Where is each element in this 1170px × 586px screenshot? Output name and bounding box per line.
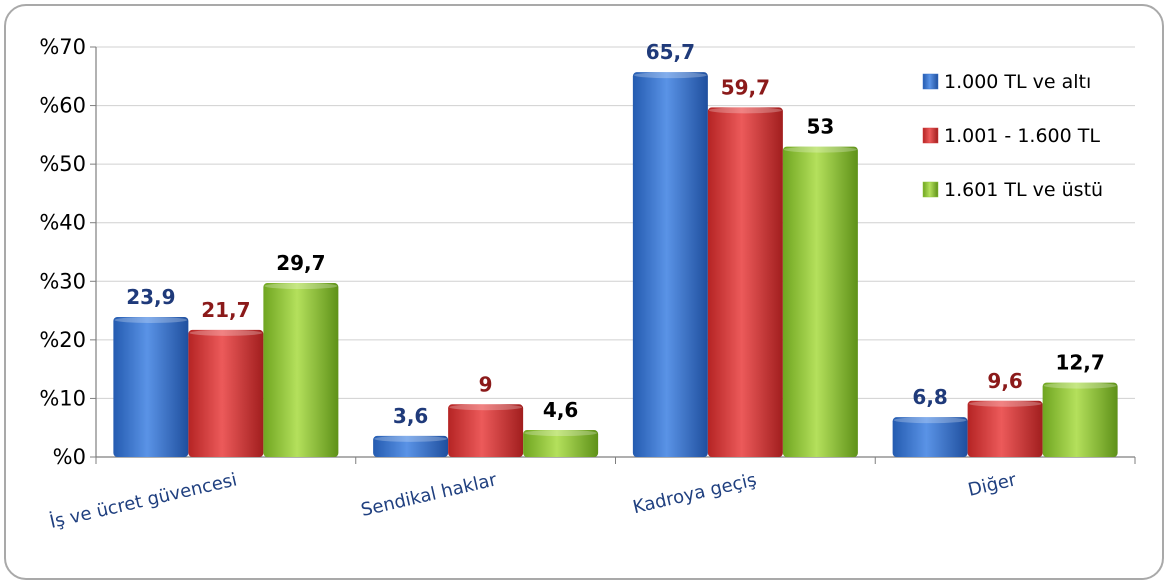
bar-rect bbox=[448, 404, 524, 457]
bar bbox=[188, 329, 264, 457]
category-label: İş ve ücret güvencesi bbox=[48, 469, 239, 533]
bar-cap bbox=[189, 329, 263, 336]
bar-rect bbox=[113, 317, 189, 457]
data-label: 29,7 bbox=[276, 251, 325, 275]
category-label: Sendikal haklar bbox=[359, 469, 499, 521]
bar bbox=[523, 430, 599, 457]
data-label: 65,7 bbox=[646, 40, 695, 64]
data-label: 9,6 bbox=[987, 369, 1022, 393]
legend-item: 1.601 TL ve üstü bbox=[922, 179, 1103, 201]
bar-cap bbox=[114, 317, 188, 324]
bar-rect bbox=[892, 417, 968, 457]
legend-swatch bbox=[922, 127, 939, 144]
legend-label: 1.001 - 1.600 TL bbox=[944, 125, 1100, 147]
bar-cap bbox=[524, 430, 598, 437]
data-label: 53 bbox=[806, 115, 834, 139]
x-axis: İş ve ücret güvencesi Sendikal haklar Kadr… bbox=[48, 469, 1019, 533]
y-tick-label: %30 bbox=[39, 269, 86, 293]
chart-frame bbox=[4, 4, 1164, 580]
data-label: 3,6 bbox=[393, 404, 428, 428]
bar bbox=[263, 283, 339, 457]
data-label: 6,8 bbox=[912, 385, 947, 409]
legend-swatch bbox=[922, 181, 939, 198]
bar bbox=[967, 400, 1043, 457]
y-axis: %0 %10 %20 %30 %40 %50 %60 %70 bbox=[39, 35, 1136, 469]
bar-cap bbox=[449, 404, 523, 411]
y-tick-label: %0 bbox=[53, 445, 86, 469]
bar-rect bbox=[523, 430, 599, 457]
data-label: 4,6 bbox=[543, 398, 578, 422]
data-label: 59,7 bbox=[721, 75, 770, 99]
bar bbox=[707, 107, 783, 457]
bar-cap bbox=[968, 400, 1042, 407]
bar-rect bbox=[782, 146, 858, 458]
bar-rect bbox=[373, 435, 449, 457]
y-tick-label: %20 bbox=[39, 328, 86, 352]
bar bbox=[782, 146, 858, 458]
bar-rect bbox=[707, 107, 783, 457]
bar bbox=[892, 417, 968, 457]
y-tick-label: %50 bbox=[39, 152, 86, 176]
bar-cap bbox=[633, 72, 707, 79]
data-label: 21,7 bbox=[201, 298, 250, 322]
bar-cap bbox=[893, 417, 967, 424]
legend-swatch bbox=[922, 73, 939, 90]
legend: 1.000 TL ve altı 1.001 - 1.600 TL 1.601 TL… bbox=[922, 71, 1103, 201]
y-tick-label: %70 bbox=[39, 35, 86, 59]
data-label: 9 bbox=[479, 372, 493, 396]
data-label: 12,7 bbox=[1055, 351, 1104, 375]
y-tick-label: %10 bbox=[39, 386, 86, 410]
bar bbox=[448, 404, 524, 457]
bar-cap bbox=[264, 283, 338, 290]
data-label: 23,9 bbox=[126, 285, 175, 309]
bar bbox=[373, 435, 449, 457]
bar bbox=[113, 317, 189, 457]
bar-cap bbox=[708, 107, 782, 114]
y-tick-label: %40 bbox=[39, 211, 86, 235]
legend-label: 1.601 TL ve üstü bbox=[944, 179, 1103, 201]
bar-cap bbox=[374, 435, 448, 442]
bar-cap bbox=[1043, 382, 1117, 389]
bar bbox=[632, 72, 708, 457]
bar-rect bbox=[632, 72, 708, 457]
bar bbox=[1042, 382, 1118, 457]
bar-rect bbox=[967, 400, 1043, 457]
legend-label: 1.000 TL ve altı bbox=[944, 71, 1091, 93]
category-label: Diğer bbox=[966, 469, 1019, 501]
bars: 23,9 21,7 29,7 3,6 9 4,6 65,7 59,7 53 6,8 9,6 12,7 bbox=[113, 40, 1118, 458]
bar-rect bbox=[263, 283, 339, 457]
bar-rect bbox=[188, 329, 264, 457]
legend-item: 1.001 - 1.600 TL bbox=[922, 125, 1100, 147]
category-label: Kadroya geçiş bbox=[631, 469, 759, 518]
legend-item: 1.000 TL ve altı bbox=[922, 71, 1091, 93]
y-tick-label: %60 bbox=[39, 94, 86, 118]
bar-rect bbox=[1042, 382, 1118, 457]
bar-cap bbox=[783, 146, 857, 153]
